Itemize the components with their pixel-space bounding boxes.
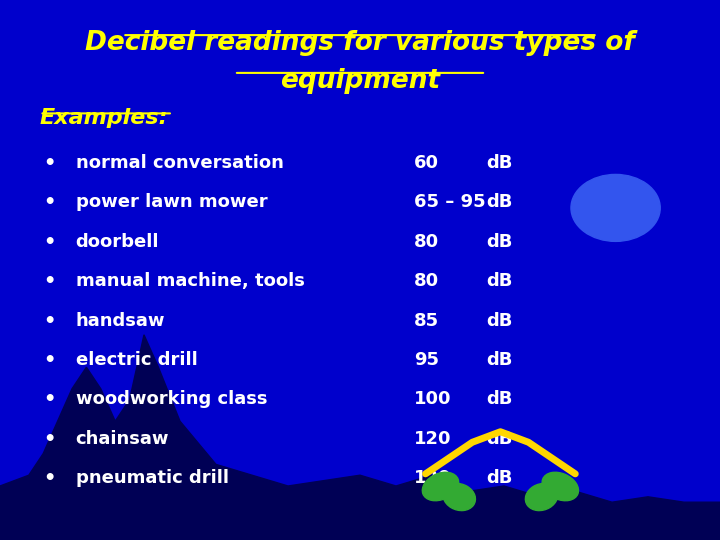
Text: power lawn mower: power lawn mower [76,193,267,211]
Text: 95: 95 [414,351,439,369]
Text: •: • [42,390,55,409]
Text: •: • [42,193,55,212]
Text: •: • [42,430,55,449]
Text: 120: 120 [414,469,451,487]
Text: woodworking class: woodworking class [76,390,267,408]
Text: dB: dB [486,193,513,211]
Text: dB: dB [486,469,513,487]
Polygon shape [0,335,720,540]
Text: 100: 100 [414,390,451,408]
Text: dB: dB [486,154,513,172]
Text: pneumatic drill: pneumatic drill [76,469,229,487]
Text: dB: dB [486,272,513,290]
Text: dB: dB [486,351,513,369]
Text: •: • [42,351,55,370]
Ellipse shape [542,472,578,501]
Ellipse shape [423,472,459,501]
Text: •: • [42,233,55,252]
Text: manual machine, tools: manual machine, tools [76,272,305,290]
Text: electric drill: electric drill [76,351,197,369]
Text: handsaw: handsaw [76,312,165,329]
Text: chainsaw: chainsaw [76,430,169,448]
Text: 60: 60 [414,154,439,172]
Text: 120: 120 [414,430,451,448]
Text: •: • [42,154,55,173]
Text: •: • [42,469,55,488]
Text: dB: dB [486,233,513,251]
Text: •: • [42,272,55,291]
Text: Examples:: Examples: [40,108,168,128]
Text: 80: 80 [414,233,439,251]
Text: doorbell: doorbell [76,233,159,251]
Text: 85: 85 [414,312,439,329]
Text: •: • [42,312,55,330]
Text: dB: dB [486,430,513,448]
Ellipse shape [443,483,475,511]
Ellipse shape [526,483,558,511]
Text: Decibel readings for various types of: Decibel readings for various types of [85,30,635,56]
Circle shape [571,174,660,241]
Text: 65 – 95: 65 – 95 [414,193,485,211]
Text: 80: 80 [414,272,439,290]
Text: dB: dB [486,312,513,329]
Text: equipment: equipment [280,68,440,93]
Text: dB: dB [486,390,513,408]
Text: normal conversation: normal conversation [76,154,284,172]
